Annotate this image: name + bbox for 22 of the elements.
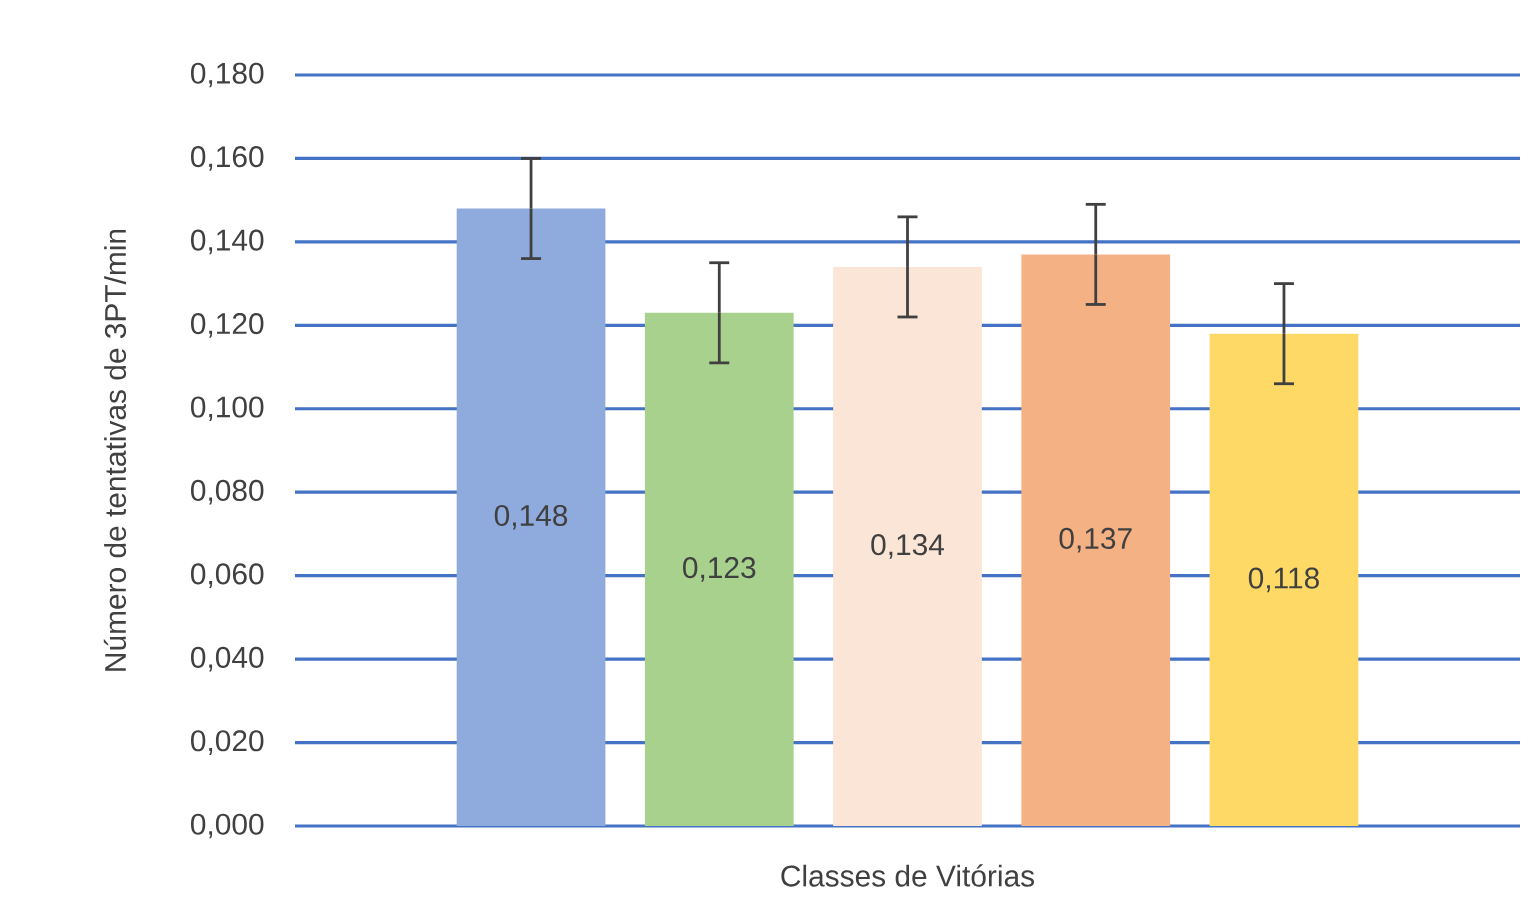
data-label: 0,123 xyxy=(683,557,756,582)
y-tick-label: 0,060 xyxy=(191,563,264,588)
data-label: 0,134 xyxy=(871,534,945,559)
y-tick-label: 0,100 xyxy=(191,396,264,422)
y-tick-label: 0,180 xyxy=(191,62,264,88)
bar xyxy=(644,312,794,826)
bar xyxy=(456,208,606,826)
y-tick-label: 0,120 xyxy=(191,312,264,338)
bar xyxy=(833,266,982,826)
x-axis-title: Classes de Vitórias xyxy=(781,864,1035,887)
y-tick-label: 0,000 xyxy=(191,813,264,839)
data-label: 0,137 xyxy=(1059,527,1132,553)
bar xyxy=(1021,254,1171,826)
data-label: 0,148 xyxy=(494,504,568,530)
data-label: 0,118 xyxy=(1248,567,1319,593)
y-tick-label: 0,020 xyxy=(191,730,264,755)
y-tick-label: 0,040 xyxy=(191,646,264,672)
y-axis-title: Número de tentativas de 3PT/min xyxy=(103,229,127,671)
y-tick-label: 0,080 xyxy=(191,479,264,505)
y-tick-label: 0,140 xyxy=(191,229,264,255)
y-tick-label: 0,160 xyxy=(191,146,264,171)
bar xyxy=(1209,333,1359,826)
